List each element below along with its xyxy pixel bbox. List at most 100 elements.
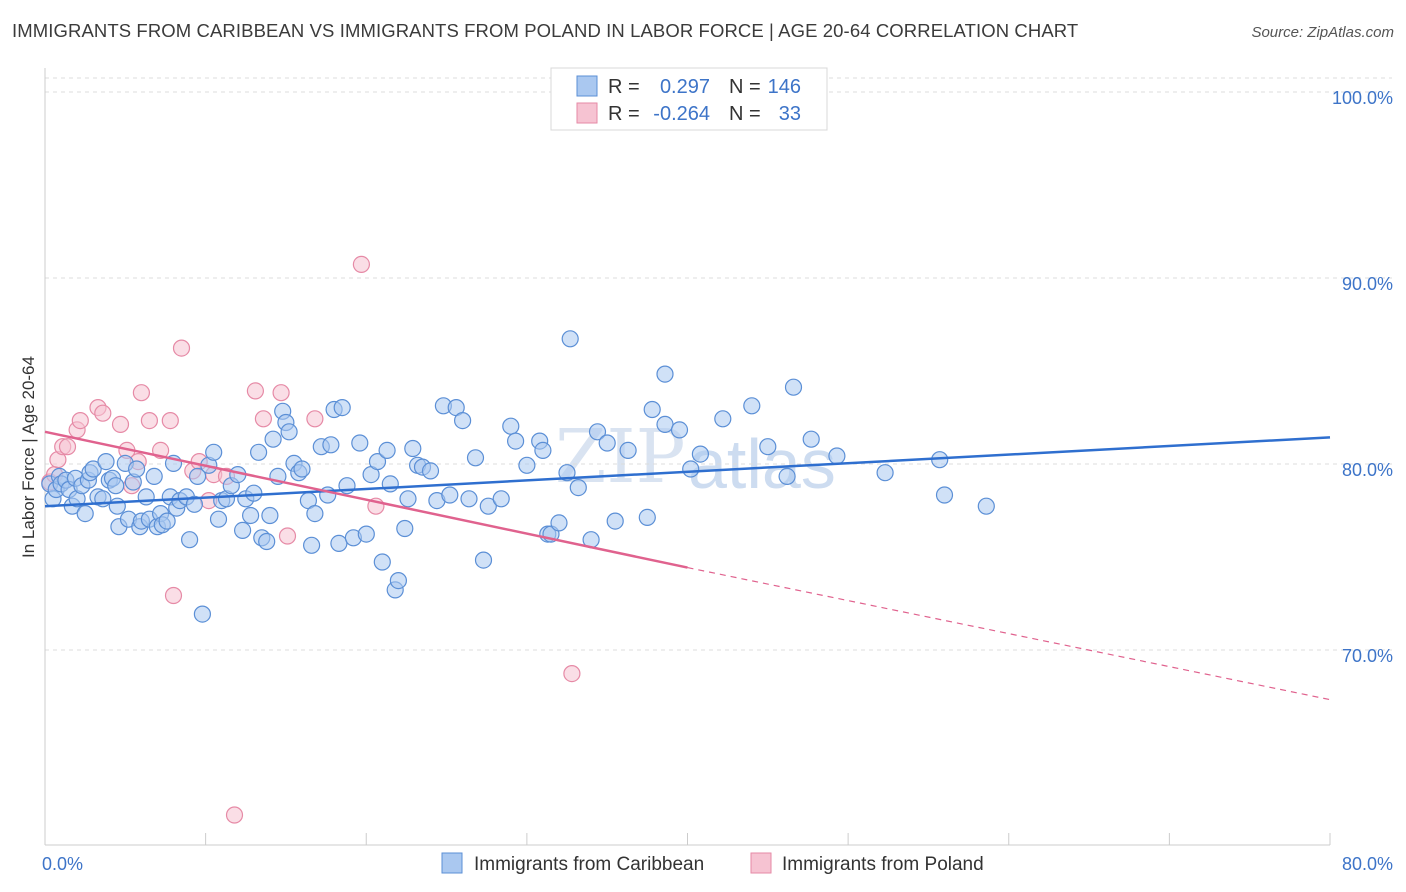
caribbean-point-131 <box>784 378 803 396</box>
caribbean-point-31 <box>145 467 163 485</box>
caribbean-point-114 <box>569 479 587 497</box>
caribbean-point-52 <box>234 521 252 540</box>
caribbean-point-120 <box>638 508 656 527</box>
y-tick-label-2: 80.0% <box>1342 460 1393 480</box>
y-axis-title: In Labor Force | Age 20-64 <box>19 356 38 558</box>
caribbean-point-82 <box>368 453 387 471</box>
bottom-legend-swatch-poland <box>750 852 772 874</box>
legend-swatch-caribbean <box>576 75 598 97</box>
caribbean-point-67 <box>293 460 311 478</box>
caribbean-point-17 <box>97 453 115 471</box>
legend-n-label-1: N = <box>729 76 761 98</box>
caribbean-point-75 <box>330 534 348 553</box>
poland-point-17 <box>164 586 183 605</box>
caribbean-point-70 <box>306 504 324 523</box>
poland-point-25 <box>246 382 264 400</box>
caribbean-point-125 <box>682 460 700 478</box>
trend-line-poland <box>44 430 688 569</box>
caribbean-point-47 <box>209 510 228 528</box>
y-tick-label-0: 100.0% <box>1332 88 1393 108</box>
poland-point-26 <box>254 410 272 428</box>
poland-point-30 <box>352 255 370 273</box>
caribbean-point-83 <box>373 553 391 571</box>
caribbean-point-103 <box>492 490 510 508</box>
caribbean-point-76 <box>333 399 351 417</box>
caribbean-point-127 <box>714 410 732 428</box>
caribbean-point-26 <box>128 460 146 478</box>
caribbean-point-64 <box>280 423 298 441</box>
caribbean-point-96 <box>441 486 459 504</box>
caribbean-point-113 <box>561 330 579 348</box>
caribbean-point-132 <box>802 430 820 448</box>
caribbean-point-93 <box>421 462 440 480</box>
caribbean-point-108 <box>534 441 552 459</box>
caribbean-point-105 <box>506 432 525 450</box>
caribbean-point-102 <box>479 497 497 515</box>
legend-n-value-poland: 33 <box>779 103 801 125</box>
poland-point-18 <box>172 339 191 357</box>
caribbean-point-43 <box>189 467 207 485</box>
poland-point-6 <box>71 412 89 430</box>
legend-swatch-poland <box>576 102 598 124</box>
caribbean-point-111 <box>550 514 568 532</box>
legend-r-label-1: R = <box>608 76 640 98</box>
legend-r-label-2: R = <box>608 103 640 125</box>
caribbean-point-112 <box>558 464 576 482</box>
caribbean-point-59 <box>261 506 279 525</box>
series-caribbean <box>41 330 995 623</box>
trend-line-poland-extension <box>687 566 1331 701</box>
caribbean-point-73 <box>322 436 340 454</box>
bottom-legend-label-caribbean: Immigrants from Caribbean <box>474 854 704 875</box>
caribbean-point-87 <box>389 571 407 590</box>
legend-n-value-caribbean: 146 <box>768 76 801 98</box>
caribbean-point-100 <box>466 449 485 467</box>
poland-point-14 <box>140 412 158 430</box>
legend-r-value-poland: -0.264 <box>653 103 710 125</box>
bottom-legend-label-poland: Immigrants from Poland <box>782 854 984 875</box>
caribbean-point-41 <box>181 531 199 549</box>
caribbean-point-14 <box>84 460 102 478</box>
caribbean-point-90 <box>404 439 422 458</box>
caribbean-point-55 <box>245 484 263 502</box>
y-axis-tick-labels: 100.0% 90.0% 80.0% 70.0% <box>1332 88 1393 666</box>
caribbean-point-101 <box>474 551 493 569</box>
caribbean-point-129 <box>759 438 777 456</box>
caribbean-point-35 <box>158 512 176 530</box>
chart-title: IMMIGRANTS FROM CARIBBEAN VS IMMIGRANTS … <box>12 20 1079 41</box>
caribbean-point-119 <box>619 441 637 459</box>
caribbean-point-46 <box>205 443 223 461</box>
caribbean-point-137 <box>977 497 995 515</box>
caribbean-point-121 <box>643 400 661 419</box>
caribbean-point-133 <box>828 447 846 465</box>
caribbean-point-11 <box>76 504 94 523</box>
caribbean-point-106 <box>518 456 536 474</box>
caribbean-point-130 <box>778 467 796 485</box>
poland-point-32 <box>563 664 581 683</box>
poland-point-4 <box>58 438 77 456</box>
x-axis-tick-labels: 0.0% 80.0% <box>42 854 1393 874</box>
caribbean-point-104 <box>502 417 520 435</box>
caribbean-point-69 <box>303 536 321 554</box>
caribbean-point-136 <box>935 486 954 504</box>
caribbean-point-128 <box>743 397 761 415</box>
trend-lines <box>44 430 1331 701</box>
bottom-legend-swatch-caribbean <box>441 852 463 874</box>
caribbean-point-54 <box>242 506 260 525</box>
caribbean-point-126 <box>691 445 710 463</box>
caribbean-point-123 <box>656 415 674 433</box>
legend-n-label-2: N = <box>729 103 761 125</box>
caribbean-point-29 <box>137 488 155 506</box>
poland-point-28 <box>278 527 297 545</box>
caribbean-point-116 <box>588 423 607 441</box>
caribbean-point-58 <box>258 532 276 551</box>
correlation-legend: R = 0.297 N = 146 R = -0.264 N = 33 <box>550 67 828 131</box>
y-tick-label-1: 90.0% <box>1342 274 1393 294</box>
caribbean-point-21 <box>108 497 126 515</box>
caribbean-point-85 <box>381 475 399 493</box>
legend-r-value-caribbean: 0.297 <box>660 76 710 98</box>
poland-point-16 <box>161 412 179 430</box>
caribbean-point-89 <box>399 490 417 508</box>
caribbean-point-60 <box>264 430 282 448</box>
poland-point-24 <box>225 806 244 824</box>
